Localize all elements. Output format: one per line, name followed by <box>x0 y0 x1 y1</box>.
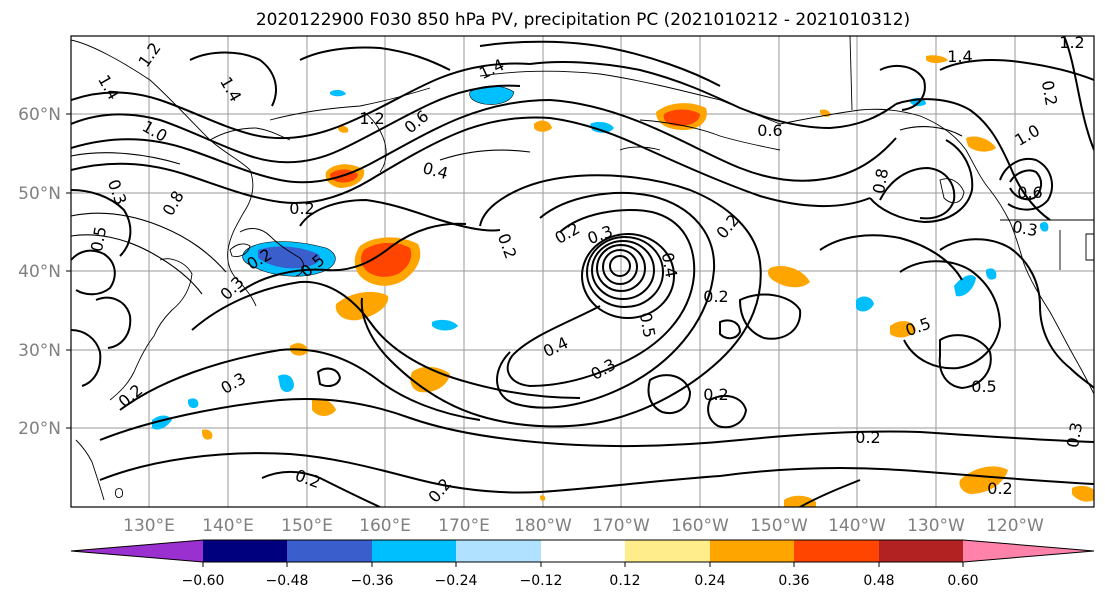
colorbar: −0.60 −0.48 −0.36 −0.24 −0.12 0.12 0.24 … <box>70 539 1095 589</box>
contour-label: 0.2 <box>703 385 728 404</box>
contour-label: 0.2 <box>855 428 880 447</box>
map-content: 1.2 1.4 1.4 1.0 1.4 1.2 0.6 0.4 0.8 0.2 … <box>71 33 1094 507</box>
contour-label: 0.6 <box>1017 183 1042 202</box>
longitude-label: 130°E <box>123 516 175 536</box>
colorbar-bin <box>372 540 456 562</box>
latitude-label: 50°N <box>18 184 61 204</box>
contour-label: 0.5 <box>87 225 110 253</box>
longitude-label: 140°W <box>828 516 886 536</box>
colorbar-tick-label: −0.24 <box>435 573 478 589</box>
contour-label: 0.2 <box>1038 79 1061 107</box>
colorbar-tick-label: 0.36 <box>778 573 809 589</box>
contour-label: 1.4 <box>947 47 972 66</box>
latitude-label: 20°N <box>18 419 61 439</box>
longitude-label: 140°E <box>202 516 254 536</box>
longitude-axis: 130°E 140°E 150°E 160°E 170°E 180°W 170°… <box>123 516 1044 536</box>
contour-label: 1.2 <box>1059 33 1084 52</box>
latitude-axis: 60°N 50°N 40°N 30°N 20°N <box>18 105 71 439</box>
longitude-label: 120°W <box>986 516 1044 536</box>
longitude-label: 180°W <box>514 516 572 536</box>
longitude-label: 150°W <box>750 516 808 536</box>
colorbar-bin <box>879 540 963 562</box>
contour-label: 0.4 <box>658 251 681 279</box>
precip-positive-shading <box>202 55 1094 507</box>
latitude-label: 60°N <box>18 105 61 125</box>
latitude-label: 30°N <box>18 341 61 361</box>
colorbar-tick-label: 0.24 <box>694 573 725 589</box>
colorbar-bin <box>456 540 541 562</box>
colorbar-tick-label: −0.60 <box>182 573 225 589</box>
colorbar-tick-label: −0.12 <box>520 573 563 589</box>
contour-label: 0.3 <box>1011 217 1039 240</box>
contour-label: 0.8 <box>869 167 892 195</box>
longitude-label: 160°W <box>671 516 729 536</box>
contour-label: 0.6 <box>757 121 782 140</box>
contour-label: 0.5 <box>971 377 996 396</box>
colorbar-bin <box>203 540 287 562</box>
contour-label: 0.2 <box>289 199 314 218</box>
contour-label: 0.2 <box>703 287 728 306</box>
colorbar-bin <box>541 540 625 562</box>
colorbar-bin <box>710 540 794 562</box>
longitude-label: 160°E <box>359 516 411 536</box>
colorbar-tick-label: 0.48 <box>863 573 894 589</box>
figure-title: 2020122900 F030 850 hPa PV, precipitatio… <box>256 10 910 30</box>
longitude-label: 130°W <box>907 516 965 536</box>
longitude-label: 150°E <box>281 516 333 536</box>
colorbar-tick-label: 0.60 <box>947 573 978 589</box>
precip-negative-shading <box>152 85 1049 430</box>
pv-contours <box>71 36 1094 507</box>
contour-label: 1.2 <box>359 109 384 128</box>
latitude-label: 40°N <box>18 262 61 282</box>
colorbar-bin <box>963 540 1094 562</box>
contour-label: 0.3 <box>1063 421 1086 449</box>
colorbar-bin <box>71 540 203 562</box>
contour-label: 0.5 <box>636 311 659 339</box>
colorbar-tick-label: 0.12 <box>609 573 640 589</box>
contour-label: 0.2 <box>987 479 1012 498</box>
longitude-label: 170°W <box>592 516 650 536</box>
cyclone-contour-rings <box>581 233 675 319</box>
colorbar-tick-label: −0.48 <box>266 573 309 589</box>
longitude-label: 170°E <box>438 516 490 536</box>
colorbar-bin <box>287 540 372 562</box>
colorbar-bin <box>625 540 710 562</box>
colorbar-bin <box>794 540 879 562</box>
colorbar-tick-label: −0.36 <box>351 573 394 589</box>
